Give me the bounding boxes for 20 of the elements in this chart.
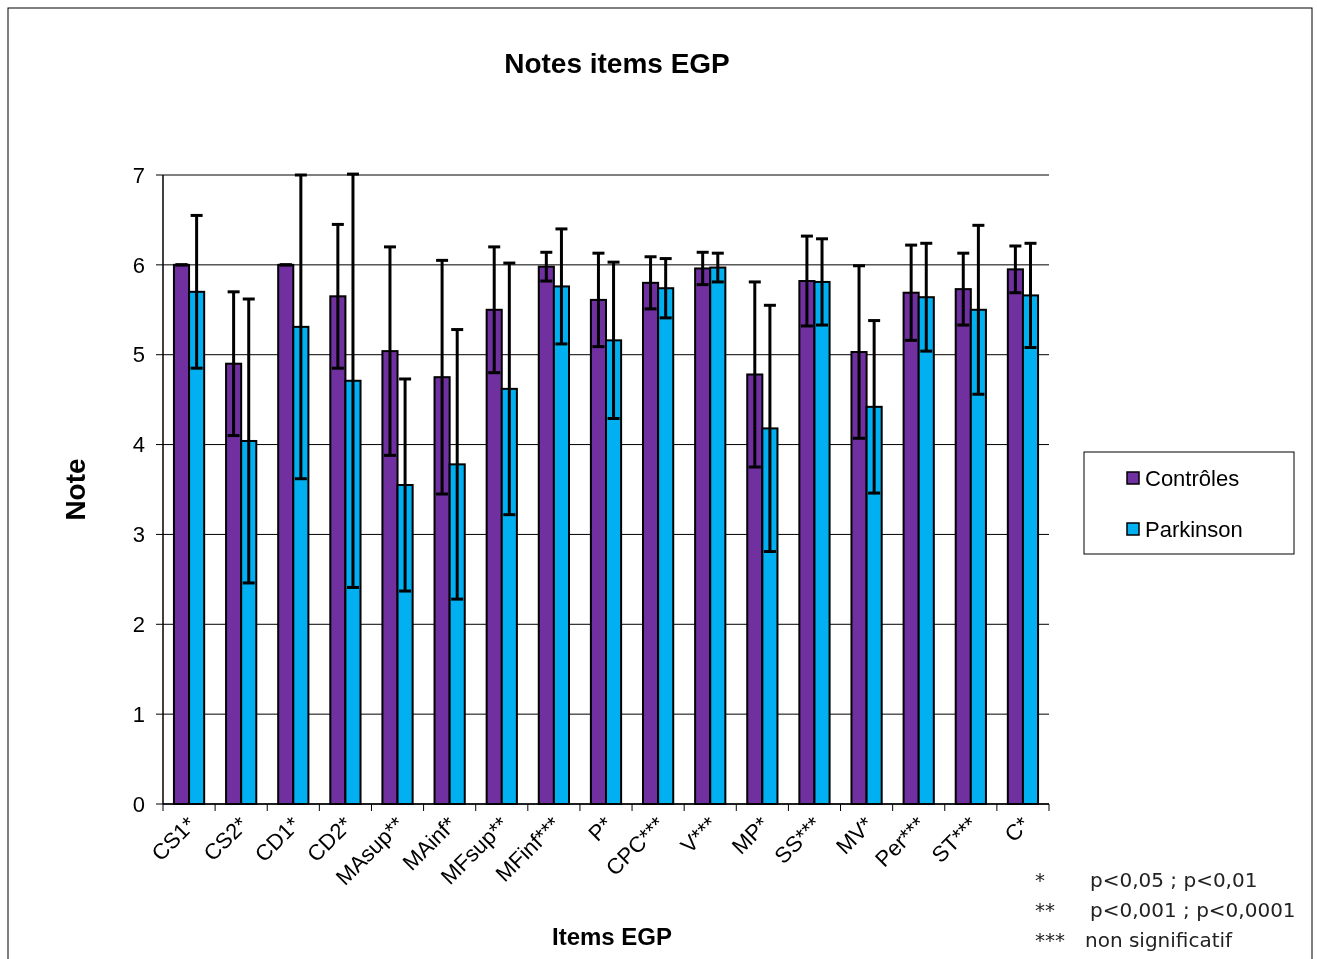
y-tick-label: 3 — [132, 522, 145, 548]
x-axis-title: Items EGP — [551, 923, 673, 950]
y-tick-label: 4 — [132, 432, 145, 458]
x-tick-label: MP* — [726, 811, 775, 859]
y-tick-label: 0 — [132, 791, 145, 817]
y-tick-label: 5 — [132, 342, 145, 368]
text: *** non significatif — [1035, 928, 1234, 952]
chart-title: Notes items EGP — [504, 48, 730, 79]
text: ** p<0,001 ; p<0,0001 — [1035, 898, 1296, 922]
x-tick-label: V*** — [675, 811, 723, 859]
y-tick-label: 1 — [132, 701, 145, 727]
legend-label: Contrôles — [1145, 465, 1240, 491]
legend-label: Parkinson — [1145, 516, 1243, 542]
y-tick-label: 6 — [132, 252, 145, 278]
x-tick-label: C* — [999, 811, 1035, 847]
text: * p<0,05 ; p<0,01 — [1035, 868, 1258, 892]
y-axis-title: Note — [60, 458, 91, 521]
y-tick-label: 7 — [132, 162, 145, 188]
y-tick-label: 2 — [132, 611, 145, 637]
x-tick-label: P* — [583, 811, 618, 846]
